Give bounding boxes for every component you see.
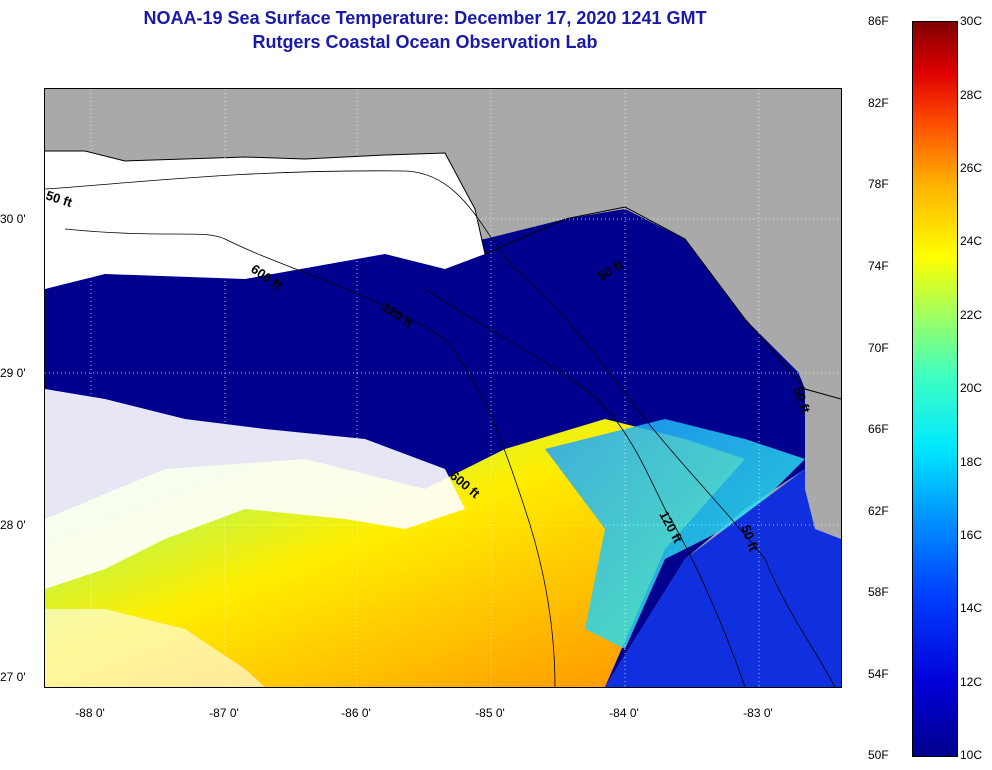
colorbar-c-label: 24C [960, 234, 983, 248]
colorbar-c-label: 14C [960, 601, 983, 615]
colorbar-c-label: 20C [960, 381, 983, 395]
cool-water-band [545, 419, 805, 649]
lon-tick-84: -84 0' [609, 706, 639, 720]
map-title: NOAA-19 Sea Surface Temperature: Decembe… [143, 8, 707, 28]
land-north [45, 89, 841, 389]
colorbar-f-label: 78F [868, 177, 889, 191]
lat-tick-27: 27 0' [0, 670, 26, 684]
land-peninsula [805, 389, 841, 539]
colorbar-f-label: 74F [868, 259, 889, 273]
sst-map: 50 ft 600 ft 120 ft 50 ft 600 ft 120 ft … [44, 88, 842, 688]
cloud-cover-north [45, 151, 485, 289]
colorbar-c-label: 10C [960, 748, 983, 762]
colorbar-f-label: 58F [868, 585, 889, 599]
lat-tick-30: 30 0' [0, 212, 26, 226]
colorbar-c-label: 28C [960, 88, 983, 102]
lat-tick-28: 28 0' [0, 518, 26, 532]
lon-tick-85: -85 0' [475, 706, 505, 720]
sst-map-image: 50 ft 600 ft 120 ft 50 ft 600 ft 120 ft … [45, 89, 841, 687]
lon-tick-87: -87 0' [209, 706, 239, 720]
colorbar-f-label: 62F [868, 504, 889, 518]
lon-tick-88: -88 0' [75, 706, 105, 720]
colorbar-c-label: 18C [960, 455, 983, 469]
colorbar-c-label: 12C [960, 675, 983, 689]
map-subtitle: Rutgers Coastal Ocean Observation Lab [252, 32, 598, 52]
colorbar-f-label: 54F [868, 667, 889, 681]
cloud-cover-southwest [45, 609, 265, 687]
colorbar-c-label: 16C [960, 528, 983, 542]
graticule [45, 89, 841, 687]
colorbar-f-label: 50F [868, 748, 889, 762]
cloud-cover-west [45, 389, 465, 589]
colorbar-c-label: 26C [960, 161, 983, 175]
colorbar-f-label: 82F [868, 96, 889, 110]
lon-tick-86: -86 0' [341, 706, 371, 720]
colorbar-f-label: 66F [868, 422, 889, 436]
lon-tick-83: -83 0' [743, 706, 773, 720]
lat-tick-29: 29 0' [0, 366, 26, 380]
temperature-colorbar [912, 21, 958, 757]
bathymetry-contours [45, 170, 836, 687]
coastline [45, 150, 841, 400]
colorbar-f-label: 86F [868, 14, 889, 28]
shelf-water-region [605, 469, 841, 687]
colorbar-c-label: 22C [960, 308, 983, 322]
colorbar-c-label: 30C [960, 14, 983, 28]
colorbar-f-label: 70F [868, 341, 889, 355]
